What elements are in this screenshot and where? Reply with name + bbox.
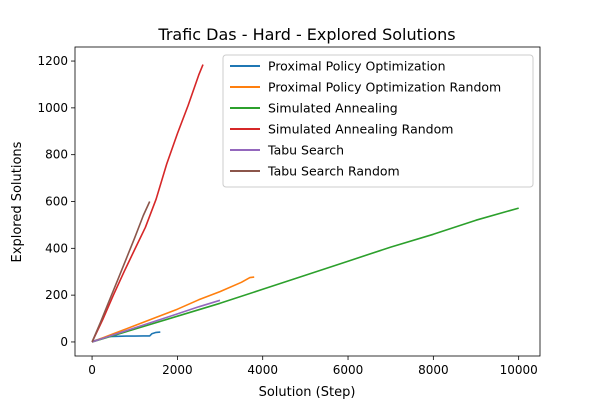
y-tick-label-3: 600 bbox=[45, 195, 68, 209]
y-tick-label-2: 400 bbox=[45, 241, 68, 255]
series-lines bbox=[91, 64, 519, 343]
x-tick-label-0: 0 bbox=[88, 363, 96, 377]
series-line-5 bbox=[91, 201, 151, 343]
y-axis-label: Explored Solutions bbox=[10, 141, 25, 262]
legend-label-5: Tabu Search Random bbox=[267, 164, 400, 179]
y-tick-label-5: 1000 bbox=[37, 101, 68, 115]
series-line-1 bbox=[91, 276, 255, 343]
axes: 0 2000 4000 6000 8000 10000 0 200 400 600 800 1000 1… bbox=[37, 46, 541, 377]
legend-label-4: Tabu Search bbox=[267, 143, 344, 158]
legend: Proximal Policy Optimization Proximal Pol… bbox=[222, 54, 534, 188]
legend-label-3: Simulated Annealing Random bbox=[268, 122, 453, 137]
x-tick-label-3: 6000 bbox=[333, 363, 364, 377]
series-line-3 bbox=[91, 64, 204, 343]
y-tick-label-0: 0 bbox=[60, 335, 68, 349]
legend-box bbox=[222, 54, 534, 188]
x-tick-label-5: 10000 bbox=[500, 363, 538, 377]
plot-area bbox=[91, 64, 519, 343]
series-line-2 bbox=[91, 207, 519, 343]
legend-label-1: Proximal Policy Optimization Random bbox=[268, 80, 501, 95]
y-tick-label-6: 1200 bbox=[37, 54, 68, 68]
x-axis-label: Solution (Step) bbox=[259, 385, 356, 400]
x-tick-label-1: 2000 bbox=[162, 363, 193, 377]
chart-title: Trafic Das - Hard - Explored Solutions bbox=[157, 25, 455, 44]
y-tick-label-4: 800 bbox=[45, 148, 68, 162]
x-tick-label-2: 4000 bbox=[247, 363, 278, 377]
x-tick-label-4: 8000 bbox=[418, 363, 449, 377]
legend-label-0: Proximal Policy Optimization bbox=[268, 59, 446, 74]
y-tick-label-1: 200 bbox=[45, 288, 68, 302]
legend-label-2: Simulated Annealing bbox=[268, 101, 398, 116]
series-line-4 bbox=[91, 299, 221, 343]
